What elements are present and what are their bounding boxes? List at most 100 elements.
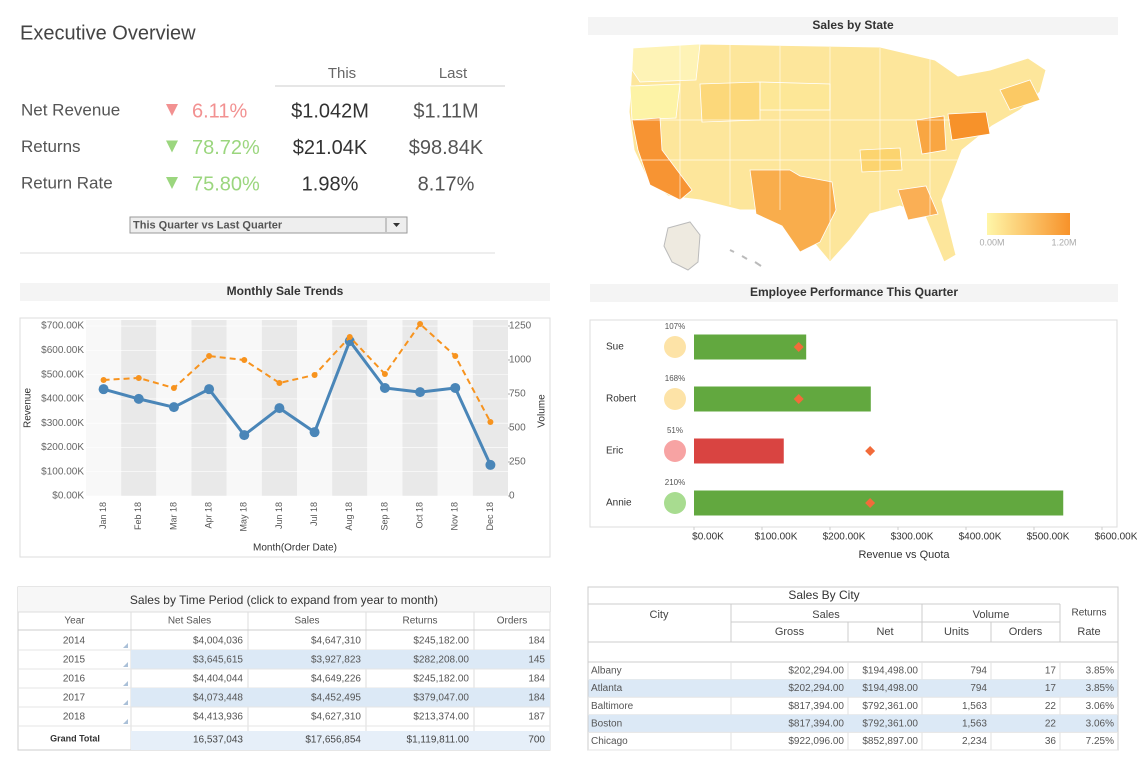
y-tick-label: $200.00K bbox=[41, 442, 84, 453]
employee-name: Eric bbox=[606, 446, 623, 457]
panel-title: Employee Performance This Quarter bbox=[750, 285, 958, 299]
series-marker bbox=[133, 393, 144, 404]
column-header: City bbox=[650, 609, 669, 621]
panel-title-band bbox=[588, 17, 1118, 35]
x-tick-label: $200.00K bbox=[823, 532, 866, 543]
x-tick-label: Jun 18 bbox=[274, 502, 284, 529]
y2-tick-label: 1000 bbox=[509, 355, 532, 366]
state-region bbox=[631, 43, 701, 83]
series-marker bbox=[450, 382, 461, 393]
table-title: Sales By City bbox=[788, 588, 859, 602]
table-cell: $4,452,495 bbox=[311, 693, 361, 704]
attainment-dot bbox=[664, 440, 686, 462]
attainment-label: 107% bbox=[665, 322, 685, 331]
expand-icon[interactable] bbox=[123, 662, 128, 667]
column-header: Gross bbox=[775, 626, 805, 638]
x-tick-label: Nov 18 bbox=[450, 502, 460, 531]
table-cell: $202,294.00 bbox=[788, 683, 844, 694]
y-tick-label: $0.00K bbox=[52, 491, 84, 502]
series-marker bbox=[311, 371, 318, 378]
state-region bbox=[947, 111, 991, 141]
table-cell: $817,394.00 bbox=[788, 701, 844, 712]
expand-icon[interactable] bbox=[123, 643, 128, 648]
x-tick-label: $500.00K bbox=[1027, 532, 1070, 543]
column-header: Units bbox=[944, 626, 970, 638]
column-band bbox=[191, 320, 227, 496]
period-selector-label[interactable]: This Quarter vs Last Quarter bbox=[133, 219, 283, 231]
column-header: Net Sales bbox=[168, 616, 211, 627]
series-marker bbox=[379, 382, 390, 393]
series-marker bbox=[381, 370, 388, 377]
series-marker bbox=[239, 430, 250, 441]
table-cell: 184 bbox=[528, 636, 545, 647]
group-header: Volume bbox=[973, 609, 1010, 621]
group-header: Sales bbox=[812, 609, 840, 621]
x-tick-label: Feb 18 bbox=[133, 502, 143, 530]
series-marker bbox=[168, 402, 179, 413]
table-cell: $3,927,823 bbox=[311, 655, 361, 666]
expand-icon[interactable] bbox=[123, 719, 128, 724]
selector-arrow[interactable] bbox=[393, 223, 400, 227]
column-band bbox=[121, 320, 157, 496]
year-cell[interactable]: 2018 bbox=[63, 712, 86, 723]
year-cell[interactable]: 2016 bbox=[63, 674, 86, 685]
table-cell: $245,182.00 bbox=[413, 674, 469, 685]
attainment-dot bbox=[664, 336, 686, 358]
series-marker bbox=[98, 384, 109, 395]
quota-marker bbox=[865, 498, 876, 508]
column-band bbox=[86, 320, 122, 496]
y-tick-label: $300.00K bbox=[41, 418, 84, 429]
quota-marker bbox=[793, 394, 804, 404]
series-line bbox=[103, 322, 492, 423]
column-band bbox=[437, 320, 473, 496]
hawaii bbox=[729, 249, 762, 267]
state-region bbox=[631, 117, 693, 201]
series-line bbox=[103, 338, 492, 466]
x-tick-label: May 18 bbox=[239, 502, 249, 532]
table-cell: $3,645,615 bbox=[193, 655, 243, 666]
total-cell: 16,537,043 bbox=[193, 735, 243, 746]
kpi-last: $1.11M bbox=[413, 100, 478, 122]
series-marker bbox=[452, 353, 459, 360]
column-header: Orders bbox=[497, 616, 528, 627]
table-cell: $4,627,310 bbox=[311, 712, 361, 723]
kpi-label: Net Revenue bbox=[21, 100, 120, 119]
y-tick-label: $400.00K bbox=[41, 394, 84, 405]
y-tick-label: $600.00K bbox=[41, 345, 84, 356]
map-legend-label: 1.20M bbox=[1051, 237, 1076, 247]
panel-title: Monthly Sale Trends bbox=[227, 284, 344, 298]
table-cell: $194,498.00 bbox=[862, 666, 918, 677]
x-tick-label: $100.00K bbox=[755, 532, 798, 543]
expand-icon[interactable] bbox=[123, 681, 128, 686]
period-selector[interactable] bbox=[129, 216, 408, 234]
x-tick-label: $600.00K bbox=[1095, 532, 1137, 543]
year-cell[interactable]: 2017 bbox=[63, 693, 86, 704]
panel-title: Sales by State bbox=[812, 18, 894, 32]
kpi-label: Returns bbox=[21, 137, 81, 156]
table-cell: $852,897.00 bbox=[862, 736, 918, 747]
table-title: Sales by Time Period (click to expand fr… bbox=[130, 593, 438, 607]
quota-marker bbox=[865, 446, 876, 456]
employee-name: Robert bbox=[606, 394, 636, 405]
table-cell: 22 bbox=[1045, 718, 1057, 729]
table-cell: 2,234 bbox=[962, 736, 987, 747]
expand-icon[interactable] bbox=[123, 700, 128, 705]
year-cell[interactable]: 2014 bbox=[63, 636, 86, 647]
attainment-label: 168% bbox=[665, 374, 685, 383]
table-cell: $202,294.00 bbox=[788, 666, 844, 677]
kpi-last: $98.84K bbox=[409, 137, 484, 159]
y2-tick-label: 0 bbox=[509, 491, 515, 502]
series-marker bbox=[204, 384, 215, 395]
year-cell[interactable]: 2015 bbox=[63, 655, 86, 666]
row-highlight bbox=[131, 650, 550, 669]
series-marker bbox=[487, 419, 494, 426]
kpi-this: $21.04K bbox=[293, 137, 368, 159]
group-header: Returns bbox=[1071, 608, 1106, 619]
table-cell: 3.85% bbox=[1086, 683, 1114, 694]
change-arrow bbox=[166, 177, 178, 189]
column-header: This bbox=[328, 65, 356, 82]
x-tick-label: $0.00K bbox=[692, 532, 724, 543]
x-tick-label: Apr 18 bbox=[203, 502, 213, 529]
employee-name: Annie bbox=[606, 498, 632, 509]
